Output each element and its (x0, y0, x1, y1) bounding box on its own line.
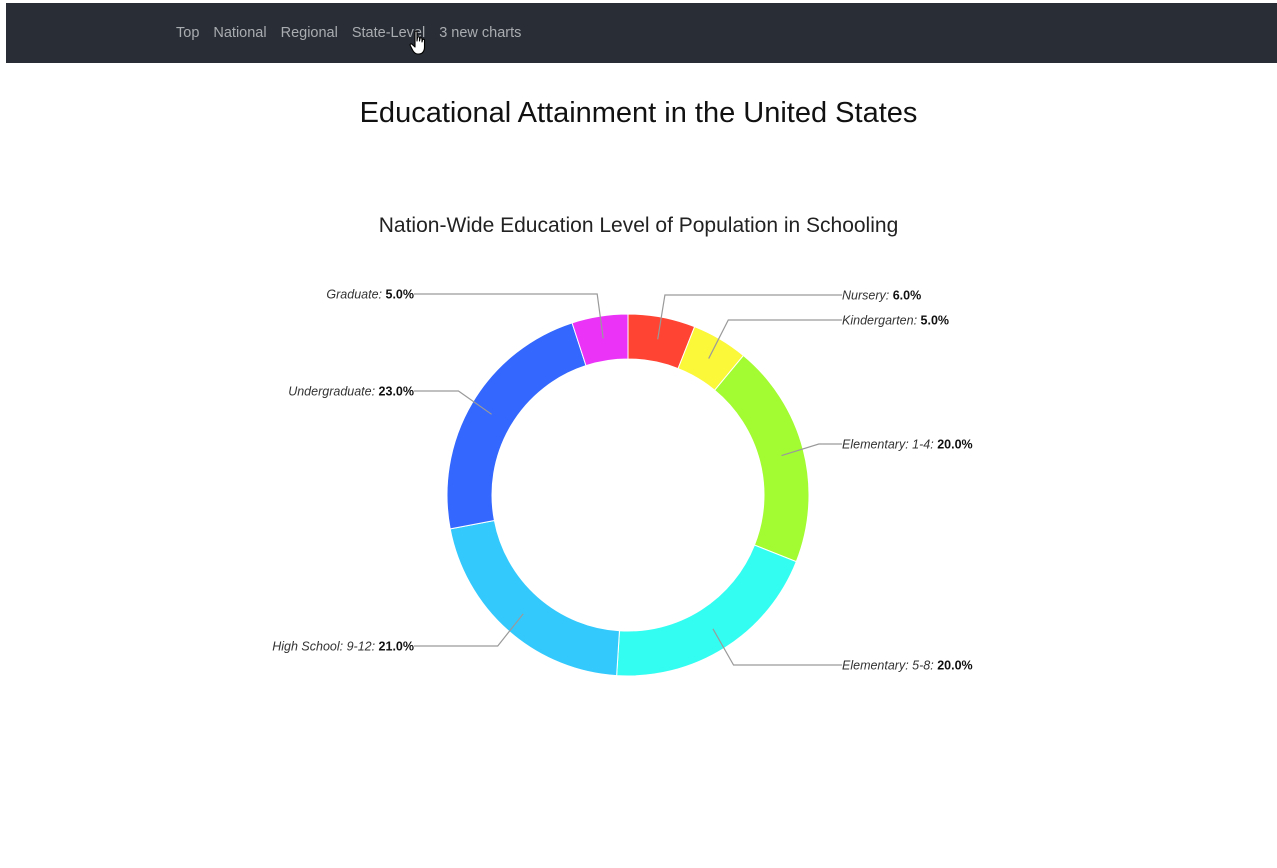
slice-label-value-0: 6.0% (893, 289, 922, 303)
slice-label-value-5: 23.0% (379, 385, 414, 399)
donut-slice-3[interactable] (616, 544, 797, 677)
nav-link-new-charts[interactable]: 3 new charts (439, 25, 522, 41)
slice-label-1: Kindergarten: 5.0% (842, 314, 949, 328)
slice-label-name-3: Elementary: 5-8: (842, 659, 937, 673)
donut-slice-6[interactable] (571, 313, 629, 367)
slice-label-value-2: 20.0% (937, 438, 972, 452)
donut-slice-2[interactable] (713, 354, 810, 563)
slice-label-name-4: High School: 9-12: (272, 640, 378, 654)
slice-label-name-0: Nursery: (842, 289, 893, 303)
slice-label-value-3: 20.0% (937, 659, 972, 673)
slice-label-name-5: Undergraduate: (288, 385, 378, 399)
chart-title: Nation-Wide Education Level of Populatio… (378, 214, 899, 237)
slice-label-5: Undergraduate: 23.0% (288, 385, 414, 399)
slice-label-name-1: Kindergarten: (842, 314, 921, 328)
page-title: Educational Attainment in the United Sta… (359, 97, 918, 129)
slice-label-6: Graduate: 5.0% (326, 288, 414, 302)
slice-label-3: Elementary: 5-8: 20.0% (842, 659, 973, 673)
nav-link-national[interactable]: National (213, 25, 267, 41)
slice-label-2: Elementary: 1-4: 20.0% (842, 438, 973, 452)
slice-label-value-1: 5.0% (921, 314, 950, 328)
nav-link-regional[interactable]: Regional (280, 25, 338, 41)
donut-slice-5[interactable] (446, 322, 587, 530)
slice-label-0: Nursery: 6.0% (842, 289, 921, 303)
leader-line-3 (712, 628, 842, 666)
leader-line-5 (414, 390, 492, 415)
leader-line-6 (414, 293, 604, 339)
leader-line-2 (781, 443, 842, 457)
hand-cursor-icon (409, 30, 426, 55)
donut-slice-4[interactable] (449, 519, 620, 677)
slice-label-name-2: Elementary: 1-4: (842, 438, 937, 452)
nav-link-top[interactable]: Top (176, 25, 200, 41)
top-navbar: Top National Regional State-Level 3 new … (6, 3, 1277, 63)
nav-link-state-level[interactable]: State-Level (351, 25, 426, 41)
leader-line-4 (414, 613, 524, 647)
slice-label-value-6: 5.0% (386, 288, 415, 302)
leader-line-1 (708, 319, 842, 359)
slice-label-value-4: 21.0% (379, 640, 414, 654)
leader-line-0 (657, 294, 842, 340)
slice-label-4: High School: 9-12: 21.0% (272, 640, 414, 654)
slice-label-name-6: Graduate: (326, 288, 385, 302)
nav-links: Top National Regional State-Level 3 new … (176, 3, 535, 63)
